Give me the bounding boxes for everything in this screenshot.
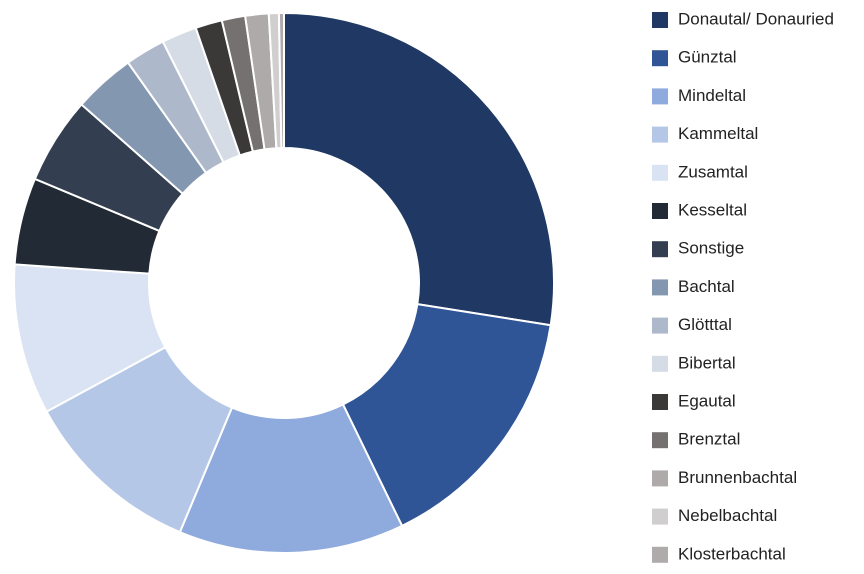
legend-label: Brenztal [678, 430, 740, 449]
legend-swatch [652, 355, 668, 372]
legend-label: Kesseltal [678, 200, 747, 219]
legend-label: Nebelbachtal [678, 506, 777, 525]
legend-swatch [652, 126, 668, 143]
legend-label: Bibertal [678, 353, 736, 372]
legend-swatch [652, 279, 668, 296]
legend-label: Klosterbachtal [678, 544, 786, 563]
legend-label: Sonstige [678, 239, 744, 258]
legend-swatch [652, 88, 668, 105]
legend-swatch [652, 508, 668, 525]
donut-slice [283, 11, 555, 327]
donut-slice [178, 403, 404, 554]
legend-label: Mindeltal [678, 86, 746, 105]
donut-slice [341, 302, 552, 528]
legend-label: Günztal [678, 48, 737, 67]
legend-swatch [652, 50, 668, 67]
legend-label: Kammeltal [678, 124, 758, 143]
legend-label: Donautal/ Donauried [678, 9, 834, 28]
legend-swatch [652, 546, 668, 563]
legend-label: Brunnenbachtal [678, 468, 797, 487]
legend-swatch [652, 241, 668, 258]
legend-swatch [652, 203, 668, 219]
legend-label: Zusamtal [678, 162, 748, 181]
legend-swatch [652, 470, 668, 487]
legend-swatch [652, 432, 668, 449]
legend-swatch [652, 164, 668, 181]
legend-label: Egautal [678, 391, 736, 410]
donut-slice [277, 11, 285, 150]
legend-swatch [652, 394, 668, 410]
legend-swatch [652, 317, 668, 334]
legend-swatch [652, 12, 668, 28]
legend-label: Glötttal [678, 315, 732, 334]
legend-label: Bachtal [678, 277, 735, 296]
